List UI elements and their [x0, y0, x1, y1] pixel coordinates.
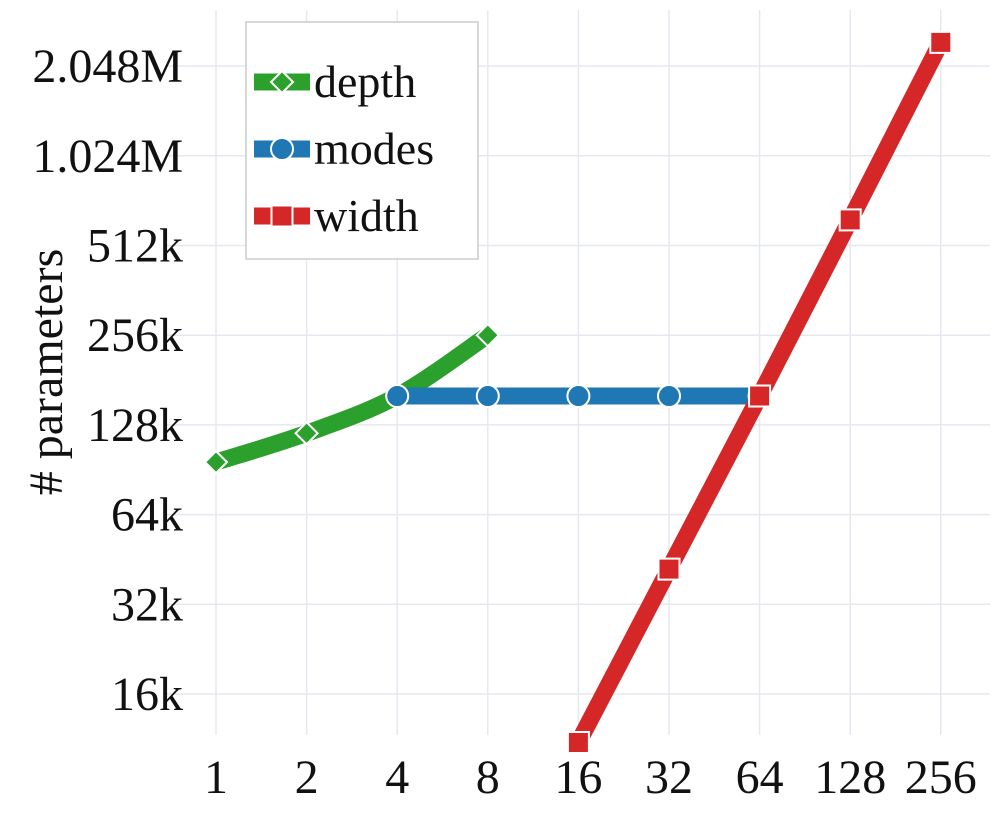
- x-tick-label: 4: [385, 751, 409, 804]
- x-tick-label: 8: [476, 751, 500, 804]
- legend-label: modes: [314, 123, 434, 174]
- series-modes: [385, 384, 772, 409]
- y-tick-label: 32k: [111, 578, 183, 631]
- y-tick-label: 64k: [111, 489, 183, 542]
- y-tick-label: 1.024M: [32, 130, 183, 183]
- series-layer: [203, 30, 953, 754]
- x-tick-label: 128: [814, 751, 886, 804]
- legend-item-width: width: [254, 190, 419, 241]
- x-tick-label: 1: [204, 751, 228, 804]
- x-tick-label: 256: [905, 751, 977, 804]
- y-axis-tick-labels: 16k 32k 64k 128k 256k 512k 1.024M 2.048M: [32, 40, 183, 721]
- y-tick-label: 2.048M: [32, 40, 183, 93]
- series-width: [566, 30, 953, 754]
- data-point-width: [566, 730, 590, 754]
- data-point-depth: [203, 449, 229, 475]
- data-point-modes: [475, 384, 500, 409]
- legend-marker: [269, 69, 295, 95]
- data-point-width: [748, 384, 772, 408]
- legend-label: depth: [314, 56, 416, 107]
- data-point-width: [929, 30, 953, 54]
- legend-marker: [270, 137, 294, 161]
- data-point-width: [657, 557, 681, 581]
- y-tick-label: 256k: [87, 309, 183, 362]
- grid: [165, 10, 990, 735]
- x-tick-label: 16: [554, 751, 602, 804]
- series-line-depth: [213, 328, 493, 471]
- data-point-depth: [294, 420, 320, 446]
- y-axis-label: # parameters: [20, 249, 73, 496]
- data-point-modes: [657, 384, 681, 409]
- x-tick-label: 2: [295, 751, 319, 804]
- data-point-depth: [475, 322, 501, 348]
- legend: depth modes width: [245, 21, 479, 260]
- legend-label: width: [314, 190, 419, 241]
- y-tick-label: 512k: [87, 220, 183, 273]
- legend-item-modes: modes: [254, 123, 434, 174]
- y-tick-label: 16k: [111, 668, 183, 721]
- x-tick-label: 64: [736, 751, 784, 804]
- x-axis-tick-labels: 1 2 4 8 16 32 64 128 256: [204, 751, 977, 804]
- data-point-modes: [385, 384, 410, 409]
- y-tick-label: 128k: [87, 399, 183, 452]
- legend-marker: [270, 204, 294, 228]
- data-point-width: [838, 208, 862, 232]
- data-point-modes: [566, 384, 591, 409]
- x-tick-label: 32: [645, 751, 693, 804]
- legend-item-depth: depth: [254, 56, 416, 107]
